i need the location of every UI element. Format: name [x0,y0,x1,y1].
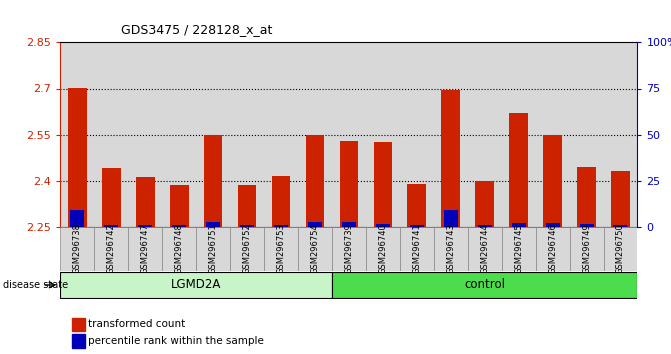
Bar [238,185,256,227]
Bar [580,224,594,227]
FancyBboxPatch shape [433,227,468,271]
Bar [366,42,400,227]
Bar [407,184,426,227]
Text: disease state: disease state [3,280,68,290]
Bar [68,88,87,227]
FancyBboxPatch shape [128,227,162,271]
Text: GSM296754: GSM296754 [311,223,319,274]
Bar [509,113,528,227]
FancyBboxPatch shape [366,227,400,271]
Text: GSM296752: GSM296752 [243,223,252,274]
Text: transformed count: transformed count [88,319,185,329]
Bar [128,42,162,227]
Bar [272,176,291,227]
FancyBboxPatch shape [570,227,603,271]
Bar [172,225,186,227]
FancyBboxPatch shape [264,227,298,271]
Bar [535,42,570,227]
Text: GSM296740: GSM296740 [378,223,387,274]
Bar [95,42,128,227]
Bar [136,177,154,227]
Bar [72,318,85,331]
Text: GSM296738: GSM296738 [73,223,82,274]
Text: GSM296743: GSM296743 [446,223,455,274]
Bar [204,135,223,227]
Text: GDS3475 / 228128_x_at: GDS3475 / 228128_x_at [121,23,272,36]
Text: LGMD2A: LGMD2A [171,279,221,291]
Bar [230,42,264,227]
Text: GSM296739: GSM296739 [344,223,354,274]
Bar [442,90,460,227]
Bar [342,222,356,227]
Bar [410,225,424,227]
Text: GSM296750: GSM296750 [616,223,625,274]
Bar [308,222,322,227]
Bar [400,42,433,227]
FancyBboxPatch shape [60,227,95,271]
Bar [162,42,196,227]
Bar [502,42,535,227]
Bar [305,135,324,227]
Bar [374,142,392,227]
FancyBboxPatch shape [95,227,128,271]
FancyBboxPatch shape [298,227,332,271]
Bar [544,135,562,227]
Bar [170,185,189,227]
Bar [206,222,220,227]
FancyBboxPatch shape [332,227,366,271]
Text: GSM296746: GSM296746 [548,223,557,274]
Text: GSM296753: GSM296753 [276,223,286,274]
Text: GSM296747: GSM296747 [141,223,150,274]
Bar [611,171,630,227]
Bar [376,224,390,227]
Bar [475,181,494,227]
FancyBboxPatch shape [502,227,535,271]
Bar [444,210,458,227]
FancyBboxPatch shape [332,272,637,298]
FancyBboxPatch shape [60,272,332,298]
Text: GSM296748: GSM296748 [174,223,184,274]
Bar [478,225,492,227]
Bar [60,42,95,227]
Bar [613,225,627,227]
Bar [577,167,596,227]
Bar [196,42,230,227]
FancyBboxPatch shape [603,227,637,271]
Bar [104,225,118,227]
Bar [546,223,560,227]
FancyBboxPatch shape [230,227,264,271]
FancyBboxPatch shape [535,227,570,271]
Bar [274,225,288,227]
FancyBboxPatch shape [162,227,196,271]
Text: GSM296744: GSM296744 [480,223,489,274]
Bar [264,42,298,227]
Bar [240,225,254,227]
FancyBboxPatch shape [468,227,502,271]
Bar [512,223,525,227]
Text: percentile rank within the sample: percentile rank within the sample [88,336,264,346]
Bar [603,42,637,227]
Bar [332,42,366,227]
FancyBboxPatch shape [196,227,230,271]
Text: GSM296741: GSM296741 [412,223,421,274]
Text: GSM296751: GSM296751 [209,223,217,274]
Bar [70,210,85,227]
Text: GSM296742: GSM296742 [107,223,116,274]
Bar [72,334,85,348]
Bar [340,141,358,227]
Bar [298,42,332,227]
FancyBboxPatch shape [400,227,433,271]
Text: GSM296745: GSM296745 [514,223,523,274]
Bar [570,42,603,227]
Bar [468,42,502,227]
Bar [433,42,468,227]
Text: control: control [464,279,505,291]
Text: GSM296749: GSM296749 [582,223,591,274]
Bar [138,225,152,227]
Bar [102,168,121,227]
